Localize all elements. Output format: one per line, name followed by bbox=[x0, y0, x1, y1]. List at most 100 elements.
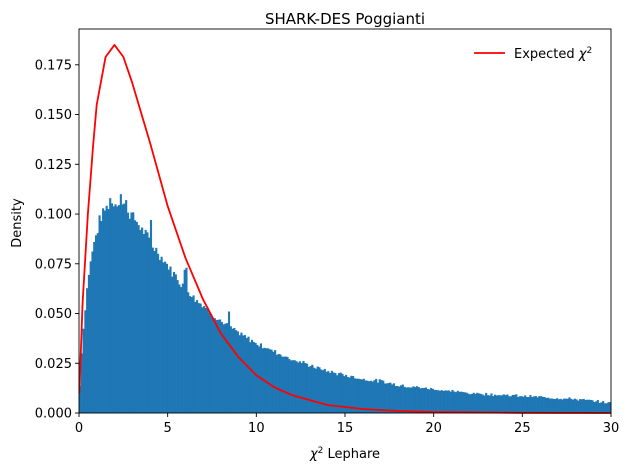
histogram-bar bbox=[181, 283, 184, 413]
x-axis-title-rest: Lephare bbox=[323, 447, 380, 462]
histogram-bar bbox=[307, 366, 310, 413]
histogram-bar bbox=[300, 363, 303, 413]
histogram-bar bbox=[355, 378, 358, 413]
histogram-bar bbox=[509, 396, 513, 413]
histogram-bar bbox=[348, 377, 351, 413]
histogram-bar bbox=[194, 301, 197, 413]
histogram-bar bbox=[268, 349, 271, 413]
histogram-bar bbox=[247, 336, 250, 413]
histogram-bar bbox=[394, 385, 397, 413]
histogram-bar bbox=[431, 388, 435, 413]
histogram-bar bbox=[123, 203, 126, 413]
histogram-bar bbox=[479, 393, 482, 413]
histogram-bar bbox=[442, 390, 445, 413]
histogram-bar bbox=[378, 379, 381, 413]
histogram-bar bbox=[396, 386, 399, 413]
histogram-bar bbox=[235, 330, 238, 413]
histogram-bar bbox=[274, 350, 277, 413]
legend-label-expected: Expected χ2 bbox=[514, 46, 592, 62]
histogram-bar bbox=[412, 386, 415, 413]
histogram-bar bbox=[329, 373, 332, 413]
histogram-bar bbox=[84, 310, 87, 413]
histogram-bar bbox=[188, 296, 192, 413]
histogram-bar bbox=[407, 387, 410, 413]
histogram-bar bbox=[483, 395, 486, 413]
histogram-bar bbox=[275, 354, 278, 413]
histogram-bar bbox=[529, 395, 532, 413]
legend-label-text: Expected bbox=[514, 47, 579, 62]
histogram-bar bbox=[252, 342, 255, 413]
histogram-bar bbox=[508, 396, 511, 413]
histogram-bar bbox=[157, 253, 160, 413]
histogram-bar bbox=[524, 395, 527, 413]
histogram-bar bbox=[410, 387, 413, 413]
histogram-bar bbox=[607, 402, 610, 413]
histogram-bar bbox=[577, 400, 580, 413]
histogram-bar bbox=[518, 396, 521, 413]
histogram-bar bbox=[520, 396, 523, 413]
histogram-bar bbox=[596, 400, 599, 413]
x-tick-label: 20 bbox=[425, 421, 442, 436]
histogram-bar bbox=[302, 360, 305, 413]
histogram-bar bbox=[350, 375, 353, 413]
histogram-bar bbox=[132, 212, 135, 413]
histogram-bar bbox=[240, 332, 243, 413]
histogram-bar bbox=[513, 394, 516, 413]
histogram-bar bbox=[453, 391, 456, 413]
histogram-bar bbox=[80, 353, 83, 413]
histogram-bar bbox=[128, 218, 131, 413]
histogram-bar bbox=[548, 398, 552, 413]
histogram-bar bbox=[573, 398, 576, 413]
histogram-bar bbox=[403, 386, 406, 413]
histogram-bar bbox=[238, 335, 241, 413]
histogram-bar bbox=[451, 389, 454, 413]
histogram-bar bbox=[142, 234, 145, 413]
histogram-bar bbox=[336, 375, 339, 413]
histogram-bar bbox=[149, 220, 153, 413]
histogram-bar bbox=[506, 394, 509, 413]
histogram-bar bbox=[309, 366, 312, 413]
histogram-bar bbox=[571, 399, 575, 413]
histogram-bar bbox=[82, 328, 85, 413]
x-tick-label: 15 bbox=[337, 421, 354, 436]
histogram-bar bbox=[139, 230, 142, 413]
histogram-bar bbox=[330, 370, 333, 413]
histogram-bar bbox=[277, 353, 280, 413]
histogram-bar bbox=[545, 397, 548, 413]
x-axis-title-superscript: 2 bbox=[318, 446, 324, 456]
histogram-bar bbox=[373, 380, 376, 413]
x-axis-title: χ2 Lephare bbox=[309, 446, 380, 462]
histogram-bar bbox=[495, 395, 498, 413]
histogram-bar bbox=[112, 206, 115, 413]
histogram-bar bbox=[162, 262, 165, 413]
histogram-bar bbox=[343, 376, 346, 413]
histogram-bar bbox=[141, 227, 144, 413]
histogram-bar bbox=[380, 380, 383, 413]
histogram-bar bbox=[447, 390, 450, 413]
histogram-bar bbox=[320, 369, 323, 413]
histogram-bar bbox=[103, 210, 106, 413]
histogram-bar bbox=[575, 399, 578, 413]
histogram-bar bbox=[220, 322, 223, 413]
histogram-bar bbox=[314, 368, 317, 413]
histogram-bar bbox=[357, 378, 360, 413]
histogram-bar bbox=[579, 399, 582, 413]
histogram-bar bbox=[414, 387, 417, 413]
histogram-bar bbox=[341, 373, 344, 413]
histogram-bar bbox=[125, 200, 128, 413]
histogram-bar bbox=[334, 373, 337, 413]
histogram-bar bbox=[176, 280, 179, 413]
histogram-bar bbox=[332, 372, 335, 413]
histogram-bar bbox=[532, 396, 536, 413]
histogram-bar bbox=[446, 390, 449, 413]
histogram-bar bbox=[148, 237, 151, 413]
histogram-bar bbox=[242, 335, 245, 413]
histogram-bar bbox=[511, 394, 514, 413]
histogram-bar bbox=[325, 371, 328, 413]
histogram-bar bbox=[538, 396, 541, 413]
histogram-bar bbox=[353, 378, 356, 413]
histogram-bar bbox=[215, 319, 218, 413]
legend-label-symbol: χ bbox=[578, 47, 588, 62]
